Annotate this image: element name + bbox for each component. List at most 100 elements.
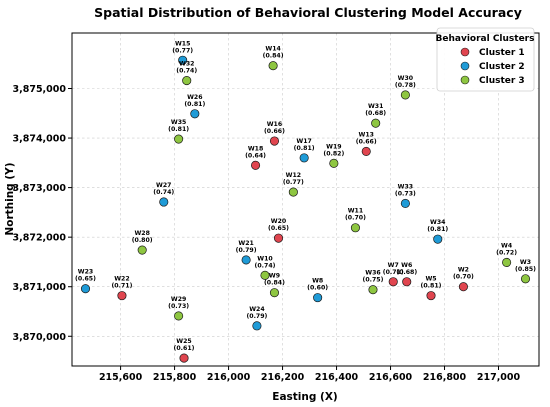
point-value-label: (0.73) bbox=[395, 190, 416, 197]
point-value-label: (0.68) bbox=[365, 110, 386, 117]
point-label: W25 bbox=[176, 338, 191, 345]
point-value-label: (0.71) bbox=[383, 269, 404, 276]
data-point bbox=[458, 282, 468, 292]
point-value-label: (0.79) bbox=[246, 313, 267, 320]
point-label: W26 bbox=[187, 94, 202, 101]
point-value-label: (0.81) bbox=[427, 226, 448, 233]
data-point bbox=[368, 285, 378, 295]
point-value-label: (0.73) bbox=[168, 303, 189, 310]
y-tick-label: 3,872,000 bbox=[13, 233, 67, 244]
point-value-label: (0.64) bbox=[245, 152, 266, 159]
point-label: W29 bbox=[171, 296, 186, 303]
point-label: W36 bbox=[365, 270, 380, 277]
point-value-label: (0.74) bbox=[176, 68, 197, 75]
plot-area bbox=[71, 32, 540, 367]
point-label: W5 bbox=[425, 276, 436, 283]
y-tick-label: 3,875,000 bbox=[13, 84, 67, 95]
point-label: W31 bbox=[368, 103, 383, 110]
legend-label: Cluster 3 bbox=[479, 76, 525, 86]
point-label: W34 bbox=[430, 219, 446, 226]
data-point bbox=[433, 234, 443, 244]
y-tick-label: 3,874,000 bbox=[13, 134, 67, 145]
point-value-label: (0.65) bbox=[268, 225, 289, 232]
point-value-label: (0.72) bbox=[496, 249, 517, 256]
data-point bbox=[117, 291, 127, 301]
y-tick-label: 3,873,000 bbox=[13, 183, 67, 194]
point-value-label: (0.66) bbox=[264, 128, 285, 135]
data-point bbox=[251, 160, 261, 170]
point-label: W2 bbox=[458, 267, 469, 274]
point-label: W10 bbox=[257, 255, 273, 262]
point-label: W13 bbox=[359, 131, 374, 138]
data-point bbox=[402, 277, 412, 287]
legend-marker bbox=[460, 75, 470, 85]
point-value-label: (0.81) bbox=[421, 283, 442, 290]
point-label: W22 bbox=[114, 276, 129, 283]
point-value-label: (0.82) bbox=[323, 150, 344, 157]
legend-box bbox=[436, 27, 535, 92]
point-label: W8 bbox=[312, 278, 323, 285]
y-tick-label: 3,871,000 bbox=[13, 282, 67, 293]
data-point bbox=[80, 284, 91, 294]
data-point bbox=[174, 311, 184, 321]
y-axis-ticks: 3,870,000 3,871,000 3,872,000 3,873,000 3,87… bbox=[13, 84, 72, 343]
x-tick-label: 216,200 bbox=[261, 372, 305, 383]
data-point bbox=[361, 146, 371, 156]
point-label: W6 bbox=[401, 262, 412, 269]
point-value-label: (0.81) bbox=[294, 145, 315, 152]
legend-items: Cluster 1 Cluster 2 Cluster 3 bbox=[460, 47, 525, 86]
point-label: W9 bbox=[269, 273, 280, 280]
data-point bbox=[520, 274, 531, 284]
point-label: W4 bbox=[501, 242, 513, 249]
data-point bbox=[190, 109, 200, 119]
legend-title: Behavioral Clusters bbox=[436, 34, 535, 44]
data-point bbox=[159, 197, 169, 207]
data-point bbox=[252, 321, 262, 331]
x-axis-label: Easting (X) bbox=[272, 391, 337, 403]
data-point bbox=[502, 257, 512, 267]
point-value-label: (0.85) bbox=[515, 266, 536, 273]
data-point bbox=[329, 158, 339, 168]
point-value-label: (0.84) bbox=[263, 53, 284, 60]
data-point bbox=[241, 255, 251, 265]
point-label: W12 bbox=[286, 172, 301, 179]
point-label: W19 bbox=[326, 143, 341, 150]
data-point bbox=[400, 198, 410, 209]
point-label: W30 bbox=[398, 75, 414, 82]
legend-label: Cluster 1 bbox=[479, 48, 525, 58]
data-point bbox=[299, 153, 309, 163]
point-label: W11 bbox=[348, 208, 363, 215]
point-label: W33 bbox=[398, 183, 413, 190]
x-tick-label: 216,400 bbox=[315, 372, 359, 383]
data-point bbox=[400, 90, 410, 100]
y-tick-label: 3,870,000 bbox=[13, 332, 67, 343]
point-value-label: (0.65) bbox=[75, 276, 96, 283]
x-tick-label: 215,800 bbox=[153, 372, 197, 383]
x-tick-label: 215,600 bbox=[99, 372, 143, 383]
point-label: W27 bbox=[156, 182, 171, 189]
data-point bbox=[260, 270, 270, 280]
y-axis-label: Northing (Y) bbox=[4, 162, 16, 235]
point-value-label: (0.61) bbox=[174, 345, 195, 352]
point-value-label: (0.81) bbox=[168, 126, 189, 133]
data-point bbox=[268, 61, 278, 71]
point-label: W20 bbox=[271, 218, 287, 225]
data-point bbox=[371, 118, 381, 128]
point-value-label: (0.70) bbox=[345, 215, 366, 222]
x-tick-label: 216,600 bbox=[369, 372, 413, 383]
data-point bbox=[350, 223, 360, 233]
point-value-label: (0.74) bbox=[153, 189, 174, 196]
x-axis-ticks: 215,600 215,800 216,000 216,200 216,400 216,6… bbox=[99, 366, 521, 383]
point-label: W24 bbox=[249, 306, 265, 313]
point-value-label: (0.78) bbox=[395, 82, 416, 89]
data-point bbox=[288, 187, 298, 197]
point-label: W3 bbox=[520, 259, 531, 266]
point-label: W14 bbox=[265, 46, 281, 53]
data-points: W2(0.70)W5(0.81)W6(0.68)W7(0.71)W13(0.66… bbox=[75, 40, 536, 363]
data-point bbox=[182, 76, 192, 86]
data-point bbox=[269, 288, 280, 298]
data-point bbox=[174, 134, 184, 144]
point-value-label: (0.84) bbox=[264, 280, 285, 287]
point-value-label: (0.74) bbox=[255, 262, 276, 269]
